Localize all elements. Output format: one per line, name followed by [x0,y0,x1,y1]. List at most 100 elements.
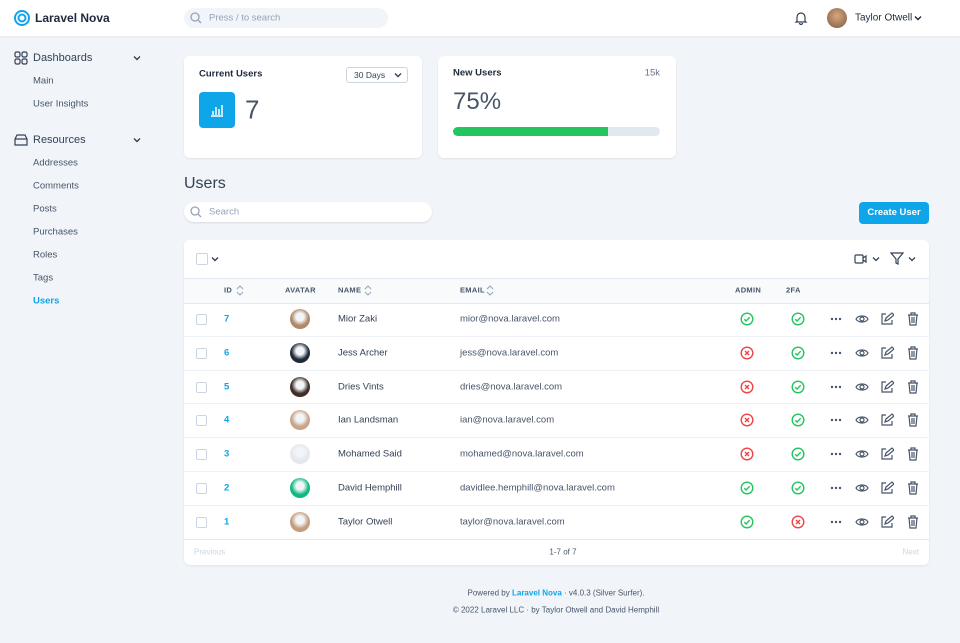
product-link[interactable]: Laravel Nova [511,588,562,598]
row-checkbox[interactable] [196,313,207,325]
resource-search[interactable]: Search [184,202,432,222]
resource-id[interactable]: 4 [224,414,230,426]
row-divider [184,471,929,472]
user-avatar[interactable] [827,8,847,28]
user-name[interactable]: Taylor Otwell [855,12,913,24]
notifications[interactable] [794,11,808,25]
row-divider [184,369,929,371]
table-header [184,278,929,304]
row-checkbox[interactable] [196,516,207,528]
create-button[interactable]: Create User [859,202,929,224]
more-action[interactable] [829,481,843,498]
nav-item[interactable]: Roles [33,249,58,261]
previous-link[interactable]: Previous [194,547,226,557]
next-link[interactable]: Next [902,547,919,557]
row-checkbox[interactable] [196,449,207,461]
column-header[interactable]: NAME [338,285,362,295]
resource-id[interactable]: 3 [224,448,230,460]
more-action[interactable] [829,346,843,363]
view-action-svg [854,349,869,357]
delete-action[interactable] [906,413,920,430]
delete-action[interactable] [906,379,920,397]
nav-item[interactable]: Tags [33,272,54,284]
filter-menu[interactable] [890,252,918,266]
select-all-checkbox[interactable] [196,253,208,265]
section-title[interactable]: Dashboards [33,52,93,64]
nav-item[interactable]: Main [33,75,54,87]
resource-id[interactable]: 5 [224,381,230,392]
edit-action[interactable] [880,447,895,464]
view-action[interactable] [854,447,869,464]
column-header[interactable]: EMAIL [460,285,485,295]
user-email: ian@nova.laravel.com [460,414,555,426]
nav-item[interactable]: Posts [33,203,57,215]
more-action[interactable] [829,413,843,430]
delete-action[interactable] [906,447,920,464]
user-menu-chevron[interactable] [914,14,922,22]
view-action[interactable] [854,380,869,397]
resource-id[interactable]: 2 [224,482,230,494]
copyright: © 2022 Laravel LLC · by Taylor Otwell an… [452,605,660,615]
view-action[interactable] [854,312,869,329]
delete-action-svg [907,515,918,529]
section-title[interactable]: Resources [33,134,86,146]
sort-icon[interactable] [236,285,244,299]
delete-action[interactable] [906,312,920,329]
delete-action[interactable] [906,515,920,532]
nav-item[interactable]: Users [33,295,60,307]
row-checkbox[interactable] [196,381,207,393]
sort-icon[interactable] [486,285,494,299]
more-action[interactable] [829,447,843,464]
view-action[interactable] [854,515,869,532]
more-action-svg [830,351,842,354]
global-search[interactable]: Press / to search [184,8,388,28]
view-action-svg [854,518,869,526]
edit-action[interactable] [880,345,895,363]
row-divider [184,504,929,506]
edit-action[interactable] [880,413,895,430]
row-checkbox[interactable] [196,482,207,494]
view-action[interactable] [854,481,869,498]
brand[interactable]: Laravel Nova [35,11,110,25]
delete-action[interactable] [906,481,920,498]
resource-id[interactable]: 6 [224,347,230,359]
edit-action[interactable] [880,481,895,498]
view-action[interactable] [854,413,869,430]
column-header[interactable]: ID [224,285,233,295]
range-select[interactable]: 30 Days [346,67,408,83]
sort-icon[interactable] [364,285,372,299]
nav-item[interactable]: User Insights [33,98,89,110]
range-chevron [394,73,402,78]
nav-item[interactable]: Purchases [33,226,78,238]
more-action[interactable] [829,312,843,329]
chart-icon [211,105,223,117]
avatar [290,342,310,363]
view-action[interactable] [854,346,869,363]
edit-action[interactable] [880,514,895,532]
section-toggle-svg [133,138,141,143]
nav-item[interactable]: Addresses [33,157,78,169]
delete-action[interactable] [906,346,920,363]
two-fa-yes-svg [791,447,805,461]
resource-id[interactable]: 1 [224,516,230,528]
section-icon [14,51,28,68]
section-icon-svg [14,51,28,65]
section-toggle[interactable] [133,54,141,65]
range-label: 30 Days [354,70,386,80]
section-toggle[interactable] [133,136,141,147]
select-menu[interactable] [211,255,219,263]
more-action[interactable] [829,380,843,397]
more-action[interactable] [829,515,843,532]
edit-action-svg [881,481,895,494]
edit-action[interactable] [880,312,895,329]
row-checkbox[interactable] [196,347,207,359]
more-action-svg [830,452,842,456]
nav-item[interactable]: Comments [33,180,79,192]
row-divider [184,335,929,337]
row-checkbox[interactable] [196,415,207,427]
lens-menu[interactable] [854,253,882,265]
edit-action[interactable] [880,379,895,397]
edit-action-svg [881,447,895,460]
resource-id[interactable]: 7 [224,313,230,325]
